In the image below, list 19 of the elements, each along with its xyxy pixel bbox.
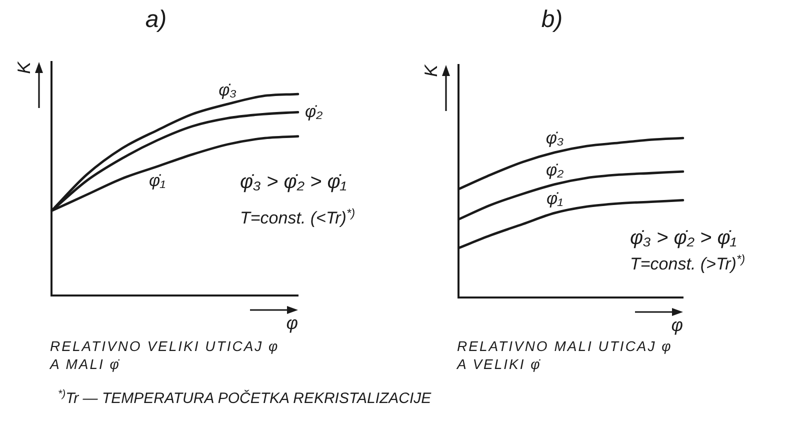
chart-title: b) <box>541 6 563 34</box>
y-axis-title: K <box>420 64 441 77</box>
series-label: φ̇₃ <box>546 128 564 148</box>
series-label: φ̇₁ <box>148 170 166 190</box>
chart-title: a) <box>145 6 167 34</box>
series-label: φ̇₁ <box>546 189 563 208</box>
annotation: φ̇₃ > φ̇₂ > φ̇₁ <box>240 170 347 195</box>
text: RELATIVNO VELIKI UTICAJ φ A MALI φ̇ <box>50 338 280 373</box>
annotation: T=const. (<Tr)$^{*)}$ <box>240 206 356 229</box>
x-axis-title: φ <box>286 313 298 334</box>
text: RELATIVNO MALI UTICAJ φ A VELIKI φ̇ <box>457 338 674 373</box>
x-axis-title: φ <box>671 315 684 336</box>
annotation: φ̇₃ > φ̇₂ > φ̇₁ <box>630 226 737 251</box>
annotation: T=const. (>Tr)$^{*)}$ <box>630 252 746 275</box>
y-axis-title: K <box>14 60 34 74</box>
series-label: φ̇₃ <box>218 80 237 100</box>
text: $^{*)}$Tr — TEMPERATURA POČETKA REKRISTALIZACIJE <box>58 388 432 409</box>
series-label: φ̇₂ <box>305 102 324 121</box>
series-label: φ̇₂ <box>546 160 564 180</box>
